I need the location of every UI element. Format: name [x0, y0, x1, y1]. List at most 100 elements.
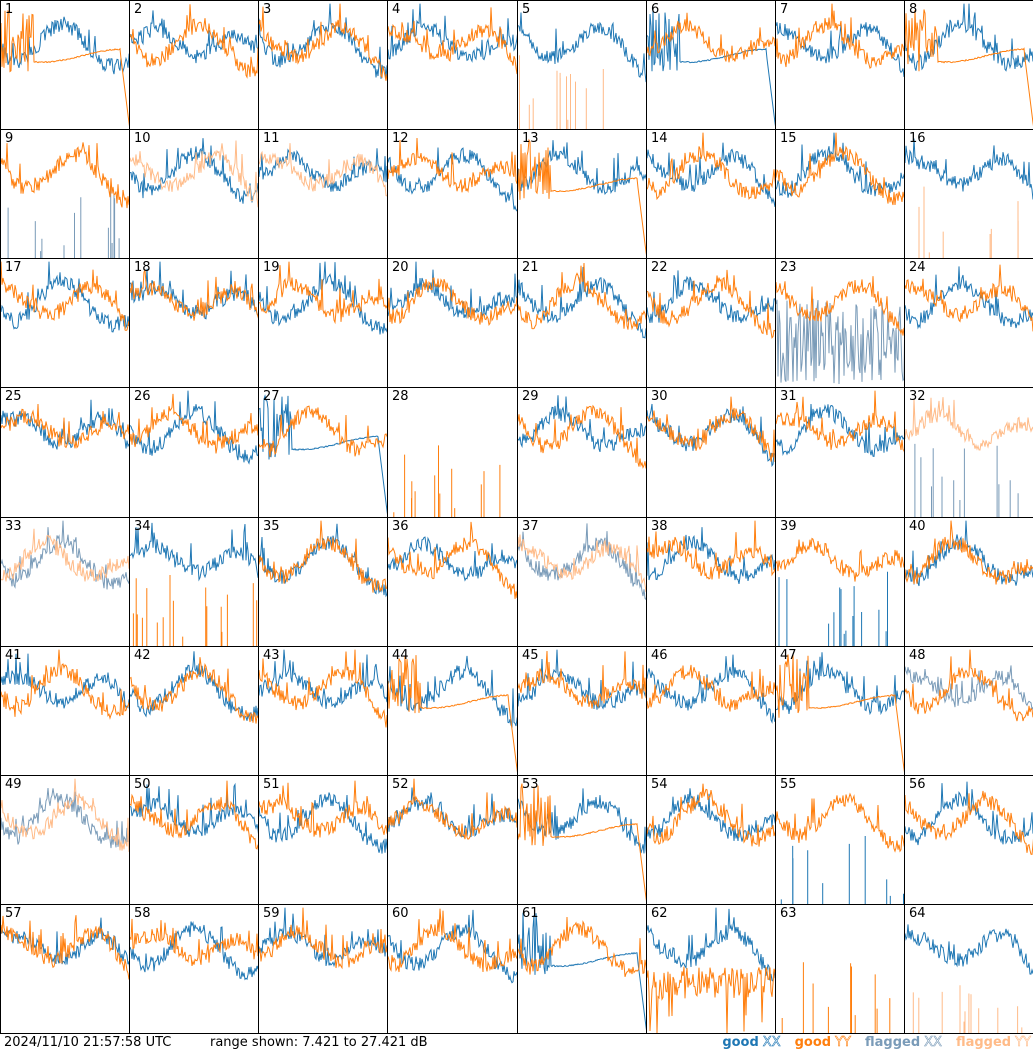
series-yy-line	[130, 393, 258, 454]
panel-number: 14	[651, 131, 668, 146]
series-xx-line	[518, 12, 646, 83]
panel-24: 24	[904, 258, 1033, 388]
panel-plot	[518, 138, 646, 256]
panel-plot	[776, 792, 904, 904]
series-yy-line	[130, 4, 258, 79]
series-xx-line	[647, 788, 775, 842]
panel-number: 4	[392, 2, 401, 17]
series-xx-line	[1, 16, 129, 75]
panel-number: 24	[909, 260, 926, 275]
panel-number: 40	[909, 519, 926, 534]
panel-43: 43	[258, 646, 388, 776]
series-yy-line	[259, 405, 387, 457]
legend-item: good YY	[794, 1035, 852, 1051]
panel-number: 16	[909, 131, 926, 146]
panel-plot	[130, 390, 258, 465]
panel-number: 58	[134, 906, 151, 921]
panel-plot	[130, 261, 258, 321]
panel-34: 34	[129, 517, 259, 647]
series-yy-line	[259, 649, 387, 728]
panel-27: 27	[258, 387, 388, 518]
panel-number: 7	[780, 2, 789, 17]
panel-plot	[1, 778, 129, 852]
panel-plot	[1, 142, 129, 258]
series-yy-line	[519, 55, 604, 129]
panel-plot	[259, 520, 387, 598]
legend: good XX good YY flagged XX flagged YY	[722, 1035, 1031, 1051]
panel-number: 49	[5, 777, 22, 792]
panel-number: 33	[5, 519, 22, 534]
series-xx-line	[130, 261, 258, 320]
panel-38: 38	[646, 517, 776, 647]
panel-33: 33	[0, 517, 130, 647]
panel-plot	[905, 3, 1033, 127]
series-xx-line	[388, 261, 517, 319]
panel-21: 21	[517, 258, 647, 388]
series-yy-line	[388, 137, 517, 193]
panel-plot	[130, 780, 258, 850]
panel-number: 15	[780, 131, 797, 146]
panel-number: 5	[522, 2, 531, 17]
panel-6: 6	[646, 0, 776, 130]
panel-plot	[259, 143, 387, 197]
series-xx-line	[518, 140, 646, 196]
panel-number: 17	[5, 260, 22, 275]
panel-2: 2	[129, 0, 259, 130]
series-xx-line	[130, 390, 258, 465]
panel-plot	[518, 649, 646, 710]
series-yy-line	[647, 12, 775, 63]
panel-number: 46	[651, 648, 668, 663]
series-xx-line	[259, 649, 387, 709]
panel-plot	[518, 912, 646, 1031]
series-yy-line	[912, 985, 1023, 1033]
series-yy-line	[918, 186, 1019, 258]
series-xx-line	[259, 394, 387, 515]
panel-number: 56	[909, 777, 926, 792]
panel-23: 23	[775, 258, 905, 388]
panel-number: 59	[263, 906, 280, 921]
panel-plot	[518, 262, 646, 339]
series-xx-line	[7, 185, 120, 258]
series-xx-line	[518, 912, 646, 1031]
series-yy-line	[1, 9, 129, 127]
series-yy-line	[776, 390, 904, 453]
panel-40: 40	[904, 517, 1033, 647]
legend-word: flagged	[955, 1035, 1012, 1050]
panel-62: 62	[646, 904, 776, 1034]
legend-item: flagged YY	[956, 1035, 1031, 1051]
series-yy-line	[776, 3, 904, 69]
series-yy-line	[130, 657, 258, 724]
panel-plot	[647, 654, 775, 724]
legend-item: good XX	[722, 1035, 781, 1051]
series-xx-line	[388, 536, 517, 582]
panel-11: 11	[258, 129, 388, 259]
panel-49: 49	[0, 775, 130, 905]
panel-plot	[776, 537, 904, 646]
panel-number: 51	[263, 777, 280, 792]
legend-word: good	[794, 1035, 832, 1050]
series-yy-line	[518, 650, 646, 709]
panel-plot	[905, 138, 1033, 258]
panel-42: 42	[129, 646, 259, 776]
panel-10: 10	[129, 129, 259, 259]
panel-plot	[259, 649, 387, 728]
panel-plot	[776, 276, 904, 385]
panel-52: 52	[387, 775, 518, 905]
panel-plot	[647, 396, 775, 468]
series-yy-line	[647, 520, 775, 580]
series-xx-line	[905, 3, 1033, 72]
panel-56: 56	[904, 775, 1033, 905]
panel-57: 57	[0, 904, 130, 1034]
panel-plot	[781, 962, 891, 1033]
series-xx-line	[647, 270, 775, 324]
panel-44: 44	[387, 646, 518, 776]
series-xx-line	[388, 147, 517, 212]
panel-number: 37	[522, 519, 539, 534]
panel-plot	[388, 778, 517, 840]
series-xx-line	[776, 403, 904, 457]
panel-number: 8	[909, 2, 918, 17]
panel-number: 32	[909, 389, 926, 404]
panel-number: 31	[780, 389, 797, 404]
panel-plot	[1, 915, 129, 980]
panel-number: 52	[392, 777, 409, 792]
